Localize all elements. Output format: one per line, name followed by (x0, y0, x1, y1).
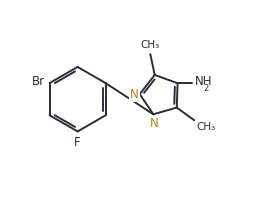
Text: CH₃: CH₃ (141, 40, 160, 50)
Text: N: N (130, 88, 139, 101)
Text: Br: Br (32, 75, 45, 89)
Text: 2: 2 (203, 84, 209, 93)
Text: N: N (150, 117, 158, 130)
Text: F: F (74, 136, 81, 149)
Text: NH: NH (195, 75, 212, 89)
Text: CH₃: CH₃ (197, 122, 216, 132)
